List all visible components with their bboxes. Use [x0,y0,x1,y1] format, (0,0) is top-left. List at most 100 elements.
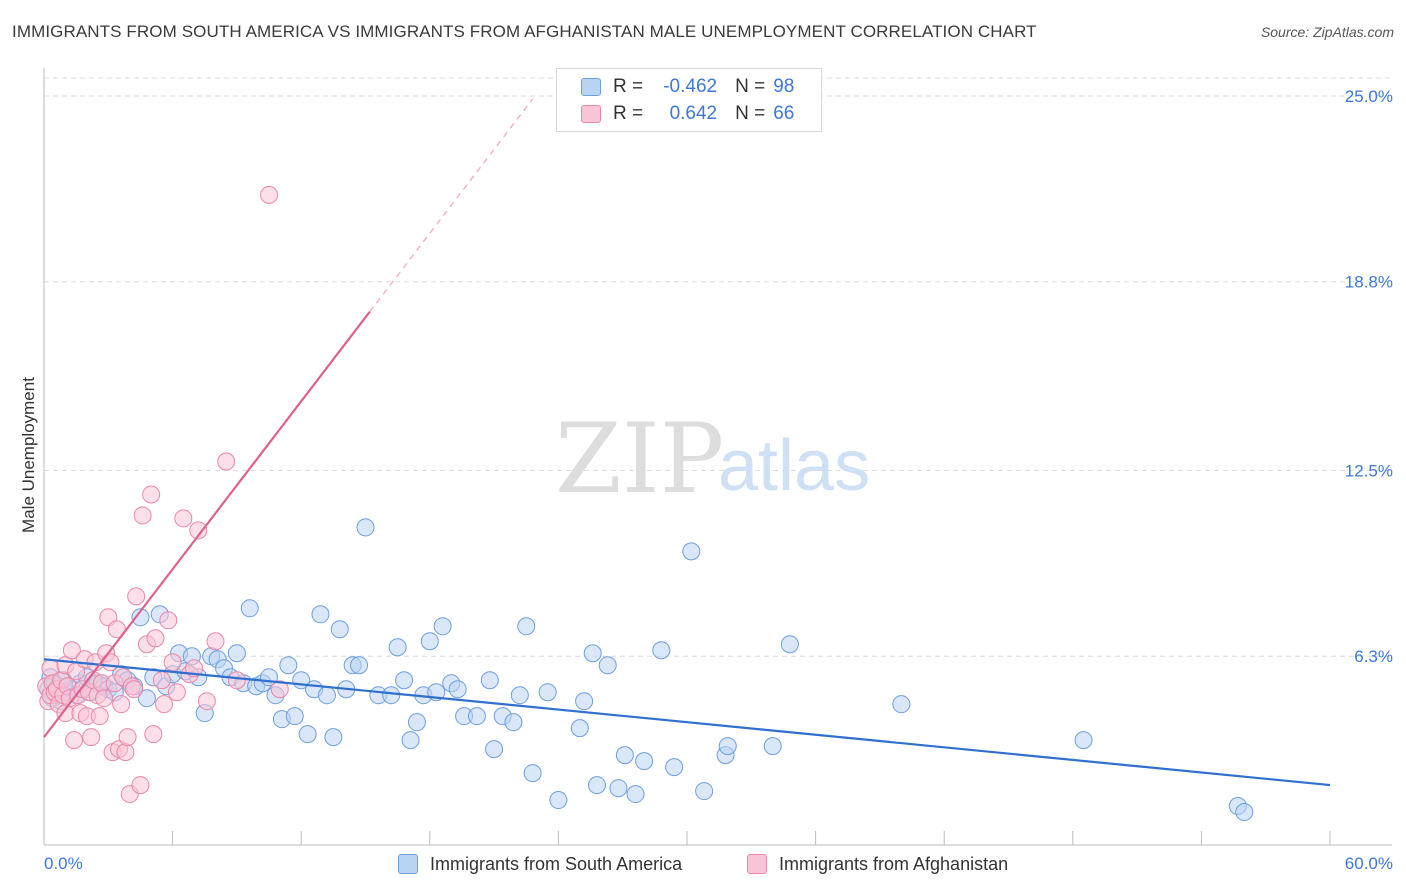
axes [43,68,1392,846]
point-south-america [587,776,606,795]
point-afghanistan [155,695,174,714]
point-south-america [626,785,645,804]
point-south-america [227,644,246,663]
point-south-america [279,656,298,675]
r-label: R = [613,103,644,124]
chart-title: IMMIGRANTS FROM SOUTH AMERICA VS IMMIGRA… [12,22,1037,41]
legend-item-south-america[interactable]: Immigrants from South America [398,852,682,876]
point-south-america [523,764,542,783]
watermark-atlas: atlas [718,426,870,506]
legend-swatch-afghanistan [747,854,767,874]
n-value-afghanistan: 66 [773,103,795,124]
point-south-america [652,641,671,660]
point-south-america [1074,731,1093,750]
point-afghanistan [127,587,146,606]
trend-line-south-america [43,658,1331,787]
point-south-america [240,599,259,618]
point-afghanistan [167,683,186,702]
point-south-america [510,686,529,705]
point-south-america [780,635,799,654]
point-afghanistan [82,728,101,747]
trend-lines [43,98,1331,787]
point-south-america [538,683,557,702]
r-value-south-america: -0.462 [663,76,718,97]
trend-line-afghanistan-extension [369,98,534,313]
point-south-america [763,737,782,756]
point-south-america [504,713,523,732]
point-south-america [467,707,486,726]
r-label: R = [613,76,644,97]
point-afghanistan [131,776,150,795]
point-south-america [350,656,369,675]
point-afghanistan [159,611,178,630]
x-tick-label: 60.0% [1345,854,1393,873]
point-south-america [317,686,336,705]
point-afghanistan [163,653,182,672]
n-label: N = [735,76,766,97]
legend-swatch-afghanistan [581,105,601,123]
y-tick-label: 12.5% [1345,461,1393,480]
point-afghanistan [174,509,193,528]
point-afghanistan [101,653,120,672]
point-south-america [583,644,602,663]
gridlines [44,77,1392,657]
point-afghanistan [189,521,208,540]
point-afghanistan [217,452,236,471]
point-afghanistan [260,185,279,204]
point-south-america [485,740,504,759]
point-south-america [609,779,628,798]
point-afghanistan [206,632,225,651]
point-afghanistan [142,485,161,504]
y-tick-label: 25.0% [1345,87,1393,106]
point-afghanistan [152,671,171,690]
point-afghanistan [270,680,289,699]
point-south-america [517,617,536,636]
correlation-legend: R = -0.462 N = 98 R = 0.642 N = 66 [556,68,822,132]
point-afghanistan [144,725,163,744]
point-south-america [356,518,375,537]
point-south-america [570,719,589,738]
legend-row-south-america: R = -0.462 N = 98 [581,74,794,100]
legend-row-afghanistan: R = 0.642 N = 66 [581,101,794,127]
point-south-america [575,692,594,711]
point-south-america [420,632,439,651]
point-afghanistan [56,704,75,723]
point-south-america [137,689,156,708]
point-south-america [324,728,343,747]
point-south-america [395,671,414,690]
source-label: Source: ZipAtlas.com [1260,24,1394,40]
point-south-america [407,713,426,732]
legend-item-afghanistan[interactable]: Immigrants from Afghanistan [747,852,1008,876]
point-south-america [615,746,634,765]
watermark-zip: ZIP [555,403,724,515]
point-south-america [382,686,401,705]
point-afghanistan [118,728,137,747]
data-points [37,185,1254,822]
point-south-america [433,617,452,636]
point-south-america [401,731,420,750]
point-south-america [480,671,499,690]
y-tick-label: 6.3% [1354,647,1393,666]
point-afghanistan [62,641,81,660]
legend-swatch-south-america [581,78,601,96]
point-south-america [131,608,150,627]
r-value-afghanistan: 0.642 [669,103,718,124]
point-south-america [635,752,654,771]
point-south-america [892,695,911,714]
y-axis-title: Male Unemployment [19,377,38,533]
point-south-america [665,758,684,777]
point-afghanistan [95,689,114,708]
point-south-america [298,725,317,744]
watermark: ZIP atlas [555,403,870,515]
point-south-america [549,791,568,810]
x-tick-label: 0.0% [44,854,83,873]
legend-swatch-south-america [398,854,418,874]
point-south-america [718,737,737,756]
y-tick-label: 18.8% [1345,273,1393,292]
n-label: N = [735,103,766,124]
axis-labels: 6.3% 12.5% 18.8% 25.0% 0.0% 60.0% Male Unemplo… [19,87,1393,873]
n-value-south-america: 98 [773,76,795,97]
point-south-america [388,638,407,657]
point-afghanistan [133,506,152,525]
point-afghanistan [90,707,109,726]
